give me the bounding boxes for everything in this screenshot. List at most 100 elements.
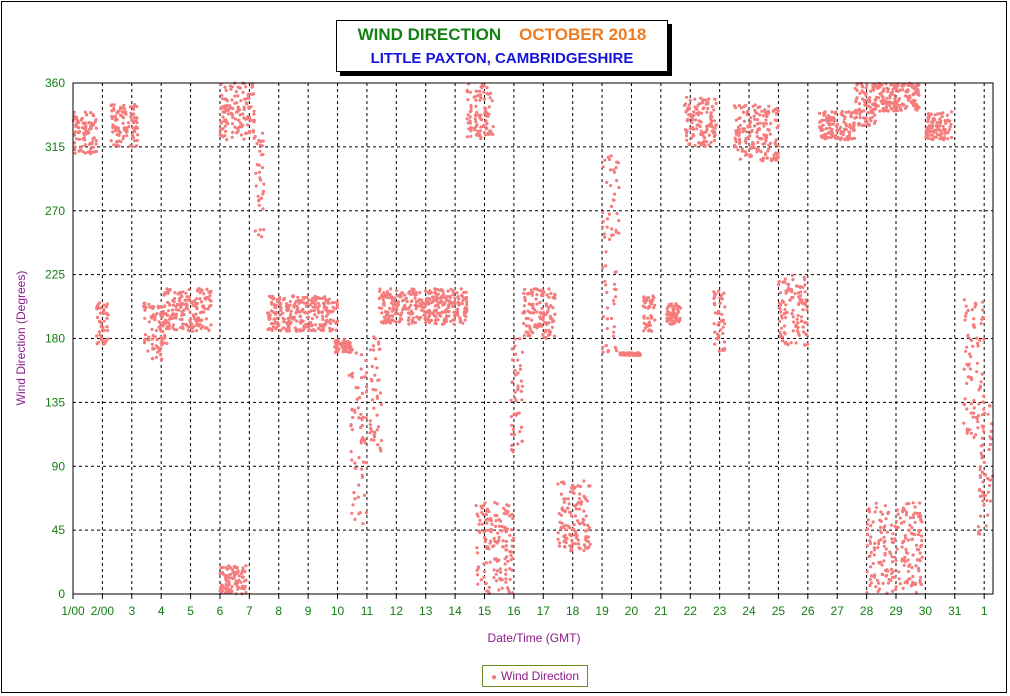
data-point <box>761 114 765 118</box>
data-point <box>914 564 918 568</box>
data-point <box>732 143 737 147</box>
data-point <box>246 115 250 119</box>
data-point <box>458 316 462 320</box>
data-point <box>74 137 79 141</box>
data-point <box>299 309 303 313</box>
data-point <box>509 528 513 532</box>
data-point <box>410 287 414 291</box>
data-point <box>903 534 907 538</box>
data-point <box>777 283 781 287</box>
data-point <box>610 233 614 237</box>
data-point <box>343 340 347 345</box>
data-point <box>906 538 911 542</box>
data-point <box>919 582 923 587</box>
data-point <box>146 349 150 353</box>
data-point <box>104 305 109 309</box>
data-point <box>799 315 804 319</box>
data-point <box>76 131 80 135</box>
data-point <box>800 319 804 323</box>
data-point <box>688 98 692 102</box>
data-point <box>832 119 836 123</box>
data-point <box>791 277 795 282</box>
data-point <box>181 326 185 331</box>
data-point <box>979 451 983 455</box>
data-point <box>892 83 896 87</box>
data-point <box>874 585 878 589</box>
data-point <box>903 560 907 564</box>
data-point <box>976 414 981 418</box>
data-point <box>603 158 607 162</box>
data-point <box>826 131 830 135</box>
data-point <box>203 296 207 300</box>
data-point <box>964 311 968 315</box>
data-point <box>384 293 388 297</box>
data-point <box>496 531 500 535</box>
data-point <box>105 316 109 320</box>
data-point <box>865 83 869 87</box>
data-point <box>717 349 721 353</box>
data-point <box>159 305 164 309</box>
data-point <box>738 140 742 144</box>
data-point <box>245 102 249 106</box>
data-point <box>792 320 796 324</box>
data-point <box>180 310 184 314</box>
data-point <box>319 324 323 328</box>
data-point <box>608 237 612 241</box>
data-point <box>473 128 477 132</box>
data-point <box>546 309 550 313</box>
data-point <box>411 316 415 320</box>
data-point <box>874 501 878 505</box>
data-point <box>377 378 381 382</box>
data-point <box>111 130 115 134</box>
data-point <box>869 535 873 539</box>
data-point <box>822 133 826 137</box>
data-point <box>487 585 491 590</box>
data-point <box>511 427 515 431</box>
data-point <box>372 430 377 434</box>
data-point <box>324 319 328 323</box>
data-point <box>542 335 546 339</box>
data-point <box>691 133 695 137</box>
data-point <box>510 538 514 543</box>
data-point <box>414 300 418 304</box>
data-point <box>480 510 484 515</box>
data-point <box>826 135 830 139</box>
data-point <box>684 131 689 135</box>
data-point <box>429 301 433 305</box>
data-point <box>896 525 900 529</box>
data-point <box>551 306 555 310</box>
data-point <box>552 295 556 299</box>
data-point <box>498 576 502 581</box>
data-point <box>351 503 355 507</box>
data-point <box>460 293 464 297</box>
data-point <box>147 320 151 324</box>
data-point <box>201 304 205 308</box>
data-point <box>900 557 904 561</box>
data-point <box>737 133 741 138</box>
data-point <box>989 499 993 503</box>
data-point <box>247 92 251 96</box>
data-point <box>535 310 539 314</box>
data-point <box>736 125 740 130</box>
data-point <box>313 305 317 309</box>
data-point <box>288 300 292 304</box>
data-point <box>559 525 563 530</box>
data-point <box>706 106 710 111</box>
data-point <box>873 541 877 546</box>
data-point <box>307 298 311 302</box>
data-point <box>80 144 84 149</box>
data-point <box>950 110 954 114</box>
data-point <box>550 325 555 329</box>
data-point <box>558 541 562 545</box>
data-point <box>255 141 259 146</box>
data-point <box>783 332 787 336</box>
data-point <box>932 135 936 139</box>
data-point <box>612 330 616 334</box>
data-point <box>321 314 325 318</box>
data-point <box>386 317 391 321</box>
data-point <box>758 121 762 125</box>
data-point <box>83 143 87 147</box>
data-point <box>104 339 108 343</box>
data-point <box>547 333 551 337</box>
data-point <box>940 115 944 119</box>
